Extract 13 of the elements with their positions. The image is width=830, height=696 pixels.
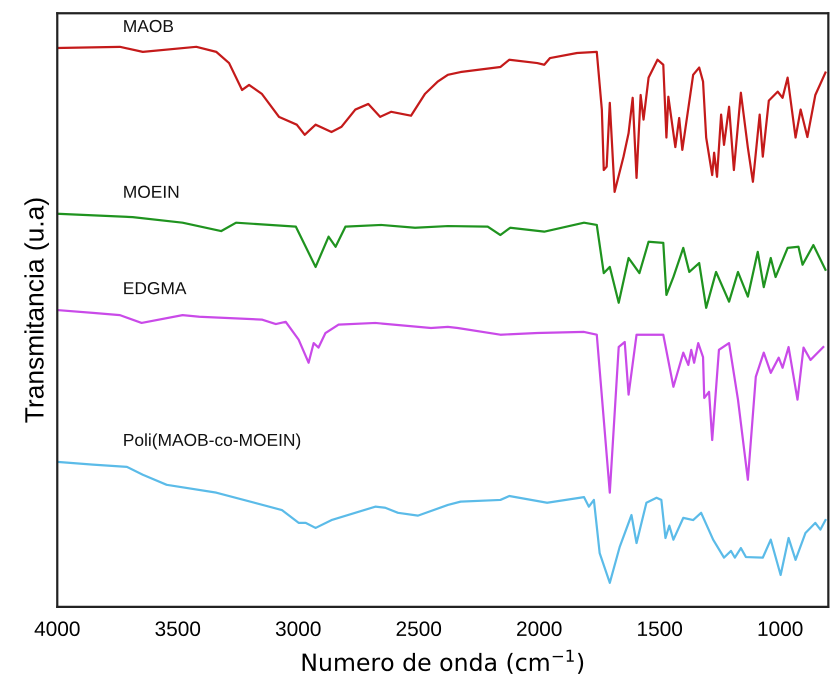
y-axis-title: Transmitancia (u.a) — [24, 198, 49, 423]
x-tick-label: 1000 — [758, 621, 803, 636]
x-tick-label: 3000 — [276, 621, 321, 636]
x-tick-label: 1500 — [638, 621, 682, 636]
x-axis-title: Numero de onda (cm$^{−1}$) — [302, 650, 584, 674]
series-label: Poli(MAOB-co-MOEIN) — [124, 433, 300, 450]
series-label: MOEIN — [124, 186, 178, 198]
series-label: EDGMA — [124, 282, 186, 294]
x-tick-label: 4000 — [34, 621, 80, 636]
x-tick-label: 2000 — [517, 621, 562, 636]
x-tick-label: 3500 — [155, 621, 200, 636]
series-label: MAOB — [124, 20, 174, 32]
x-tick-label: 2500 — [396, 621, 442, 636]
